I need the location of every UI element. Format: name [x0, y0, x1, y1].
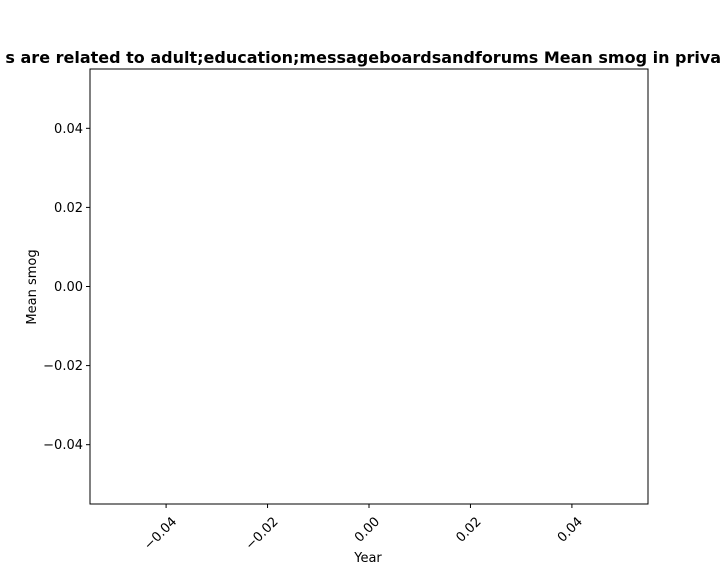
chart-title: s are related to adult;education;message…: [5, 48, 720, 67]
x-axis-ticks: −0.04 −0.02 0.00 0.02 0.04: [141, 504, 586, 553]
y-axis-ticks: 0.04 0.02 0.00 −0.02 −0.04: [43, 122, 90, 453]
y-tick-label: −0.04: [43, 438, 83, 453]
x-tick-label: −0.02: [243, 514, 282, 553]
x-tick-label: 0.00: [352, 514, 383, 545]
y-tick-label: −0.02: [43, 359, 83, 374]
plot-area: [89, 68, 649, 505]
y-tick-label: 0.02: [54, 201, 83, 216]
x-tick-label: 0.02: [453, 514, 484, 545]
x-tick-label: −0.04: [141, 514, 180, 553]
y-axis-label: Mean smog: [25, 249, 40, 324]
x-tick-label: 0.04: [555, 514, 586, 545]
y-tick-label: 0.04: [54, 122, 83, 137]
y-tick-label: 0.00: [54, 280, 83, 295]
x-axis-label: Year: [353, 551, 382, 566]
